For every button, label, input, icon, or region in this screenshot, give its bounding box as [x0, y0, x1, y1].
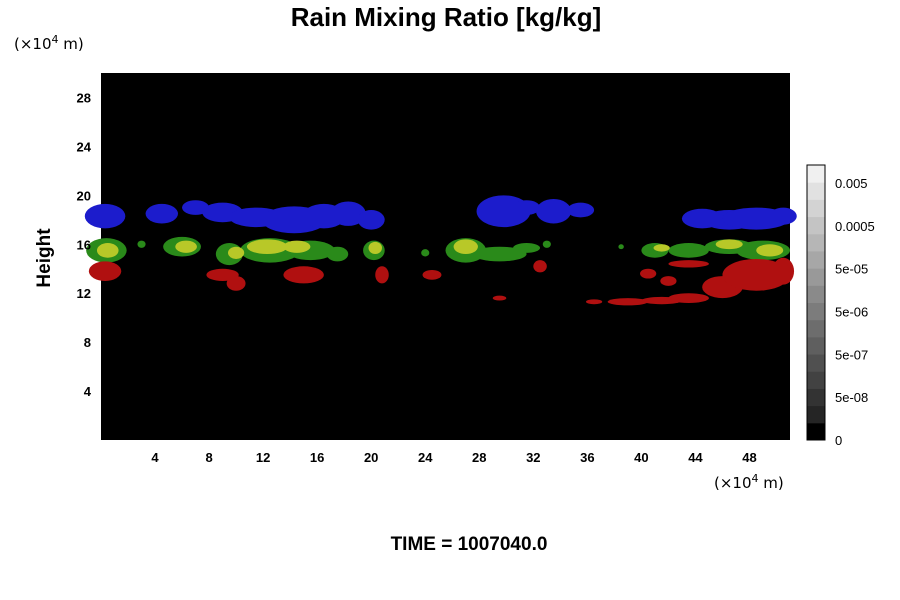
- colorbar-swatch: [807, 371, 825, 389]
- x-tick-label: 48: [742, 450, 756, 465]
- field-blob: [542, 240, 551, 248]
- field-blob: [375, 266, 389, 284]
- x-tick-label: 4: [151, 450, 159, 465]
- field-blob: [668, 243, 709, 258]
- field-blob: [84, 203, 126, 229]
- colorbar-ticks: 0 5e-08 5e-07 5e-06 5e-05 0.0005 0.005: [835, 176, 875, 448]
- colorbar-swatch: [807, 216, 825, 235]
- x-axis-ticks: 4 8 12 16 20 24 28 32 36 40 44 48: [151, 450, 756, 465]
- colorbar-tick-label: 0.005: [835, 176, 868, 191]
- field-blob: [607, 298, 649, 306]
- x-tick-label: 16: [310, 450, 324, 465]
- x-tick-label: 32: [526, 450, 540, 465]
- field-blob: [182, 200, 210, 215]
- field-blob: [453, 239, 478, 255]
- field-blob: [137, 240, 146, 248]
- colorbar-swatch: [807, 233, 825, 252]
- x-tick-label: 44: [688, 450, 703, 465]
- colorbar-tick-label: 5e-08: [835, 390, 868, 405]
- y-tick-label: 16: [77, 237, 91, 252]
- colorbar-swatch: [807, 199, 825, 218]
- y-tick-label: 28: [77, 90, 91, 105]
- field-blob: [536, 199, 572, 224]
- x-tick-label: 8: [205, 450, 212, 465]
- colorbar-tick-label: 0: [835, 433, 842, 448]
- colorbar-swatch: [807, 182, 825, 200]
- colorbar-swatch: [807, 302, 825, 321]
- x-tick-label: 12: [256, 450, 270, 465]
- colorbar-tick-label: 5e-06: [835, 305, 868, 320]
- field-blob: [772, 257, 795, 285]
- y-tick-label: 8: [84, 335, 91, 350]
- field-blob: [660, 276, 677, 286]
- colorbar-swatch: [807, 422, 825, 441]
- time-label: TIME = 1007040.0: [391, 534, 548, 555]
- colorbar-swatch: [807, 354, 825, 372]
- field-blob: [513, 243, 541, 253]
- field-blob: [357, 210, 385, 230]
- field-blob: [586, 299, 603, 305]
- field-blob: [326, 246, 349, 262]
- field-blob: [422, 269, 442, 280]
- field-blob: [513, 200, 541, 215]
- field-blob: [715, 239, 743, 250]
- field-blob: [472, 246, 527, 262]
- colorbar-frame: [806, 164, 826, 441]
- x-tick-label: 36: [580, 450, 594, 465]
- field-blob: [145, 203, 179, 224]
- field-layer: [96, 239, 784, 259]
- colorbar-swatch: [807, 250, 825, 269]
- field-blob: [175, 240, 197, 253]
- y-tick-label: 20: [77, 188, 91, 203]
- field-blob: [421, 249, 430, 257]
- x-tick-label: 20: [364, 450, 378, 465]
- field-blob: [668, 293, 709, 303]
- colorbar-swatch: [807, 319, 825, 338]
- colorbar-swatch: [807, 405, 825, 424]
- field-blob: [88, 261, 122, 281]
- colorbar-swatch: [807, 388, 825, 407]
- field-blob: [640, 268, 657, 279]
- y-axis-unit: (×104 m): [14, 33, 84, 53]
- field-layer: [88, 257, 795, 306]
- field-blob: [668, 260, 709, 268]
- colorbar: [806, 164, 826, 441]
- x-tick-label: 24: [418, 450, 433, 465]
- field-blob: [492, 295, 507, 301]
- field-layer: [84, 195, 797, 234]
- colorbar-tick-label: 5e-05: [835, 262, 868, 277]
- colorbar-tick-label: 0.0005: [835, 219, 875, 234]
- y-axis-label: Height: [34, 228, 55, 288]
- field-blob: [96, 243, 119, 258]
- colorbar-swatch: [807, 268, 825, 286]
- y-tick-label: 12: [77, 286, 91, 301]
- y-axis-ticks: 4 8 12 16 20 24 28: [77, 90, 92, 399]
- colorbar-tick-label: 5e-07: [835, 347, 868, 362]
- field-blob: [769, 207, 797, 225]
- field-blob: [227, 246, 245, 259]
- field-blob: [567, 202, 595, 218]
- x-axis-unit: (×104 m): [714, 472, 784, 492]
- field-blob: [653, 244, 670, 252]
- plot-area: [101, 73, 790, 440]
- colorbar-swatch: [807, 165, 825, 183]
- y-tick-label: 24: [77, 139, 92, 154]
- field-blob: [330, 201, 366, 226]
- rain-field-layers: [84, 195, 797, 306]
- field-blob: [756, 244, 784, 257]
- x-tick-label: 40: [634, 450, 648, 465]
- x-tick-label: 28: [472, 450, 486, 465]
- field-blob: [368, 241, 383, 255]
- field-blob: [618, 244, 624, 250]
- field-blob: [283, 266, 324, 284]
- y-tick-label: 4: [84, 384, 92, 399]
- field-blob: [533, 260, 547, 273]
- field-blob: [283, 240, 311, 253]
- field-blob: [246, 239, 288, 255]
- field-blob: [226, 276, 246, 291]
- colorbar-swatch: [807, 285, 825, 303]
- chart-title: Rain Mixing Ratio [kg/kg]: [291, 2, 602, 32]
- colorbar-swatch: [807, 336, 825, 355]
